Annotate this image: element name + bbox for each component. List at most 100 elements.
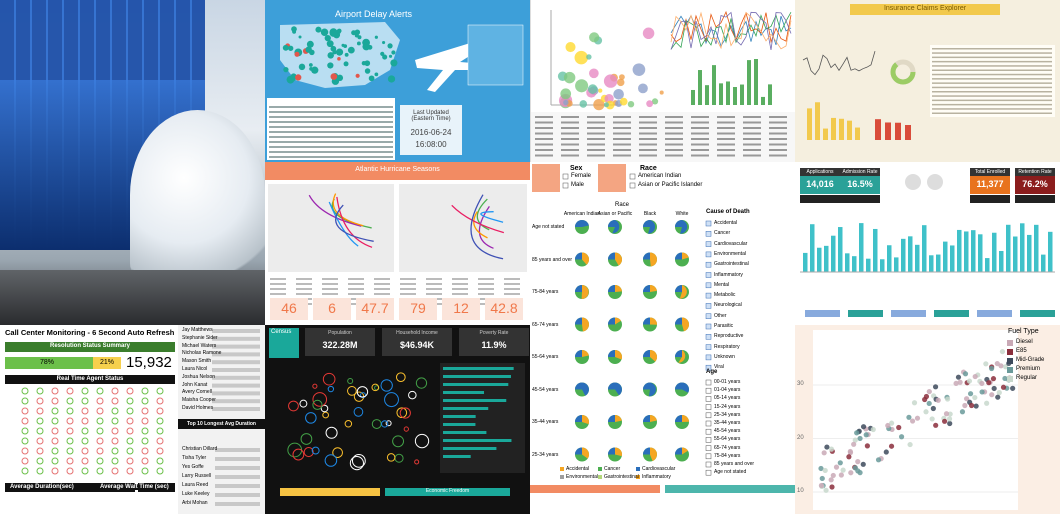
- age-option: 15-24 years: [714, 403, 741, 410]
- state-bubble: [320, 404, 329, 413]
- longest-duration: [215, 457, 260, 461]
- kpi-box: [382, 328, 452, 356]
- kpi-label: Admission Rate: [842, 169, 878, 175]
- filter-item: [587, 149, 605, 151]
- state-bubble: [299, 399, 308, 408]
- bar: [985, 258, 990, 272]
- airport-dot: [387, 75, 396, 83]
- filter-item: [270, 283, 286, 285]
- column-header: American Indian: [563, 211, 601, 217]
- table-row: [932, 112, 1052, 114]
- state-bubble: [325, 426, 338, 439]
- agent-icon: [126, 427, 134, 435]
- filter-item: [561, 116, 579, 118]
- airport-dot: [356, 41, 361, 46]
- agent-icon: [111, 437, 119, 445]
- filter-item: [535, 154, 553, 157]
- airport-dot: [357, 35, 362, 40]
- airport-dot: [392, 62, 396, 67]
- graphic: [802, 4, 1055, 140]
- table-row: [269, 141, 393, 143]
- stat-value: 12: [453, 300, 469, 316]
- stat-box: [313, 298, 351, 320]
- agent-duration: [212, 336, 260, 341]
- scatter-dot: [995, 394, 1001, 400]
- filter-item: [374, 283, 390, 285]
- checkbox: [705, 220, 712, 227]
- legend-label: Inflammatory: [642, 474, 671, 480]
- y-tick-label: 10: [797, 488, 804, 494]
- scatter-dot: [923, 393, 930, 400]
- row-label: 85 years and over: [532, 256, 573, 263]
- stat-value: 46: [281, 300, 297, 316]
- bar: [1020, 223, 1025, 272]
- state-row: [443, 407, 489, 410]
- agent-icon: [36, 417, 44, 425]
- filter-item: [296, 288, 312, 290]
- bar: [768, 84, 772, 105]
- longest-name: Christian Dillard: [182, 446, 218, 452]
- line-chart: [802, 50, 876, 76]
- graduate-icon: [905, 174, 921, 190]
- scatter-dot: [1003, 364, 1009, 370]
- bar: [1006, 224, 1011, 272]
- longest-name: Larry Russell: [182, 473, 212, 479]
- column-header: White: [675, 211, 689, 217]
- pie-slice: [643, 285, 650, 292]
- filter-item: [452, 293, 468, 295]
- bar: [908, 236, 913, 272]
- scatter-dot: [972, 373, 978, 380]
- scatter-dot: [989, 392, 995, 398]
- agent-icon: [111, 427, 119, 435]
- scatter-dot: [642, 27, 655, 40]
- airport-dot: [387, 43, 393, 49]
- kpi-foot: [1015, 195, 1055, 203]
- kpi-value: 76.2%: [1022, 179, 1048, 189]
- checkbox: [705, 231, 712, 237]
- legend-label: Gastrointestinal: [604, 474, 639, 480]
- bottom-strip: [530, 485, 660, 493]
- stat-value: 42.8: [490, 300, 518, 316]
- checkbox: [705, 344, 712, 350]
- checkbox: [705, 404, 712, 410]
- filter-item: [769, 127, 787, 129]
- longest-duration: [215, 484, 260, 488]
- table-row: [932, 52, 1052, 54]
- state-bubble: [312, 392, 328, 407]
- agent-icon: [21, 387, 29, 395]
- filter-item: [769, 138, 787, 140]
- scatter-dot: [603, 74, 618, 88]
- airport-dot: [362, 42, 371, 51]
- pie-slice: [680, 220, 688, 234]
- kpi-box: [800, 176, 840, 194]
- pie-slice: [650, 252, 657, 267]
- scatter-dot: [837, 460, 843, 466]
- agent-name: Stephanie Sider: [182, 334, 218, 341]
- filter-item: [691, 132, 709, 135]
- filter-item: [613, 132, 631, 135]
- bar: [964, 231, 969, 272]
- pie-slice: [643, 447, 650, 455]
- agent-icon: [51, 447, 59, 455]
- bar: [726, 81, 730, 105]
- scatter-dot: [885, 422, 891, 429]
- sex-icon: [532, 164, 560, 192]
- agent-icon: [36, 407, 44, 415]
- updated-time: 16:08:00: [415, 140, 447, 149]
- airport-dot: [382, 54, 388, 60]
- table-row: [932, 95, 1052, 97]
- airport-dot: [305, 46, 312, 53]
- state-bubble: [300, 433, 313, 445]
- bar: [929, 255, 934, 272]
- table: [930, 45, 1055, 117]
- filter-item: [691, 138, 709, 140]
- pie-slice: [615, 285, 622, 292]
- legend-label: Premium: [1016, 366, 1041, 372]
- filter-item: [535, 127, 553, 129]
- agent-icon: [66, 467, 74, 475]
- yellow-bar: [847, 120, 852, 140]
- checkbox: [705, 453, 712, 460]
- legend-title: Fuel Type: [1008, 328, 1039, 335]
- scatter-dot: [586, 54, 592, 60]
- kpi-box: [459, 328, 529, 356]
